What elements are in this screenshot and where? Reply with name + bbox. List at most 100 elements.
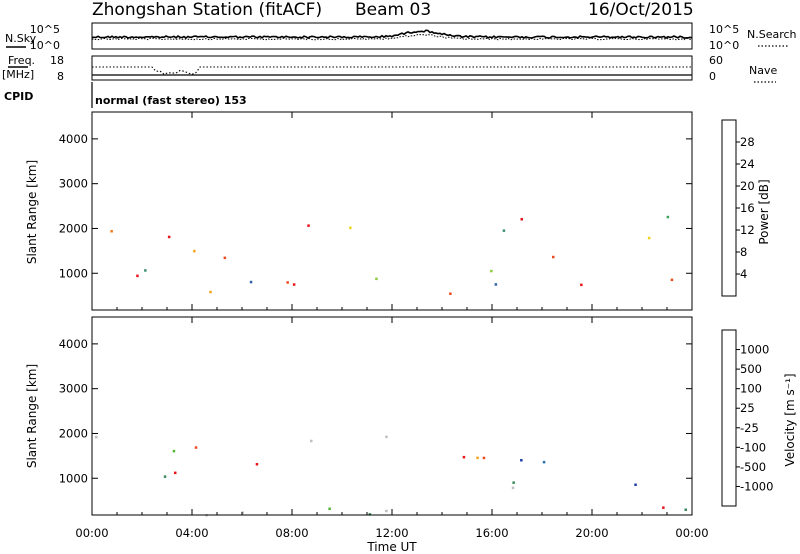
nave-tick-bottom: 0 (709, 70, 716, 83)
colorbar-tick-label: 8 (740, 245, 747, 259)
nsky-trace (92, 29, 693, 39)
station-title: Zhongshan Station (fitACF) (92, 0, 322, 20)
colorbar-tick-label: 28 (740, 135, 755, 149)
colorbar-tick-label: 20 (740, 179, 755, 193)
data-point (249, 280, 253, 284)
data-point (666, 215, 670, 219)
data-point (552, 255, 555, 259)
power-panel-frame (91, 111, 693, 311)
data-point (520, 459, 523, 462)
noise-panel: N.Sky 10^5 10^0 10^5 10^0 N.Search (5, 22, 797, 52)
data-point (307, 224, 310, 227)
freq-unit: [MHz] (2, 68, 34, 81)
data-point (634, 483, 637, 486)
noise-tick-left-bottom: 10^0 (30, 39, 60, 52)
data-point (136, 274, 139, 278)
data-point (241, 511, 244, 514)
data-point (449, 292, 452, 295)
nsearch-trace (91, 33, 693, 41)
colorbar-tick-label: 12 (740, 223, 755, 237)
y-tick-label: 3000 (59, 382, 88, 396)
data-point (482, 456, 486, 460)
noise-tick-right-top: 10^5 (709, 23, 739, 36)
data-point (163, 475, 167, 478)
beam-label: Beam 03 (355, 0, 431, 20)
data-point (462, 455, 466, 459)
data-point (110, 230, 113, 233)
freq-tick-top: 18 (50, 54, 64, 67)
data-point (223, 256, 227, 260)
y-tick-label: 3000 (59, 177, 88, 191)
freq-panel: Freq. [MHz] 18 8 60 0 Nave (2, 54, 777, 83)
data-point (95, 435, 98, 439)
x-tick-label: 00:00 (75, 526, 108, 540)
x-tick-label: 12:00 (375, 526, 408, 540)
nsky-label: N.Sky (5, 32, 37, 45)
colorbar-tick-label: -25 (740, 421, 759, 435)
data-point (368, 513, 372, 516)
x-tick-label: 16:00 (475, 526, 508, 540)
nsearch-label: N.Search (747, 28, 797, 41)
data-point (385, 435, 388, 439)
colorbar-tick-label: 1000 (740, 343, 769, 357)
power-scatter (110, 215, 674, 295)
nave-trace (92, 66, 692, 75)
data-point (209, 290, 212, 294)
noise-tick-left-top: 10^5 (30, 23, 60, 36)
data-point (172, 449, 176, 453)
data-point (476, 456, 479, 460)
cpid-panel: CPID normal (fast stereo) 153 (4, 82, 247, 108)
colorbar-tick-label: 4 (740, 267, 747, 281)
cpid-text: normal (fast stereo) 153 (95, 94, 247, 107)
data-point (511, 486, 515, 490)
noise-tick-right-bottom: 10^0 (709, 39, 739, 52)
x-tick-label: 20:00 (575, 526, 608, 540)
colorbar-tick-label: -1000 (740, 479, 773, 493)
date-label: 16/Oct/2015 (588, 0, 694, 20)
y-tick-label: 2000 (59, 221, 88, 235)
power-colorbar-label: Power [dB] (757, 179, 771, 244)
data-point (494, 283, 498, 286)
data-point (647, 236, 651, 240)
data-point (580, 283, 583, 287)
x-tick-label: 04:00 (175, 526, 208, 540)
y-tick-label: 1000 (59, 266, 88, 280)
y-tick-label: 2000 (59, 426, 88, 440)
data-point (174, 471, 177, 475)
colorbar-tick-label: 25 (740, 401, 755, 415)
data-point (167, 235, 171, 239)
colorbar-tick-label: -100 (740, 440, 766, 454)
data-point (349, 226, 352, 230)
data-point (662, 506, 665, 509)
velocity-scatter (95, 435, 687, 517)
data-point (292, 283, 296, 286)
data-point (328, 507, 331, 510)
velocity-panel-frame (91, 316, 693, 516)
freq-panel-frame (91, 55, 693, 81)
nave-label: Nave (749, 64, 777, 77)
colorbar-tick-label: 500 (740, 362, 762, 376)
data-point (520, 218, 523, 221)
colorbar-tick-label: 100 (740, 382, 762, 396)
freq-tick-bottom: 8 (57, 70, 64, 83)
colorbar-frame (721, 329, 737, 507)
colorbar-frame (721, 119, 737, 297)
data-point (684, 508, 687, 511)
data-point (375, 277, 378, 281)
power-colorbar: 28 24 20 16 12 8 4 (721, 119, 755, 297)
x-tick-label: 08:00 (275, 526, 308, 540)
colorbar-tick-label: -500 (740, 460, 766, 474)
velocity-panel: 4000 3000 2000 1000 00:00 04:00 08:00 12:00 16:0… (25, 316, 797, 554)
freq-label: Freq. (8, 54, 35, 67)
velocity-axes: 4000 3000 2000 1000 00:00 04:00 08:00 12:00 16:0… (59, 317, 709, 540)
power-axes: 4000 3000 2000 1000 (59, 112, 693, 310)
power-ylabel: Slant Range [km] (25, 160, 39, 264)
data-point (144, 269, 147, 272)
data-point (670, 278, 674, 282)
y-tick-label: 4000 (59, 337, 88, 351)
velocity-ylabel: Slant Range [km] (25, 364, 39, 468)
data-point (542, 460, 546, 464)
y-tick-label: 1000 (59, 471, 88, 485)
velocity-colorbar-label: Velocity [m s⁻¹] (783, 373, 797, 466)
